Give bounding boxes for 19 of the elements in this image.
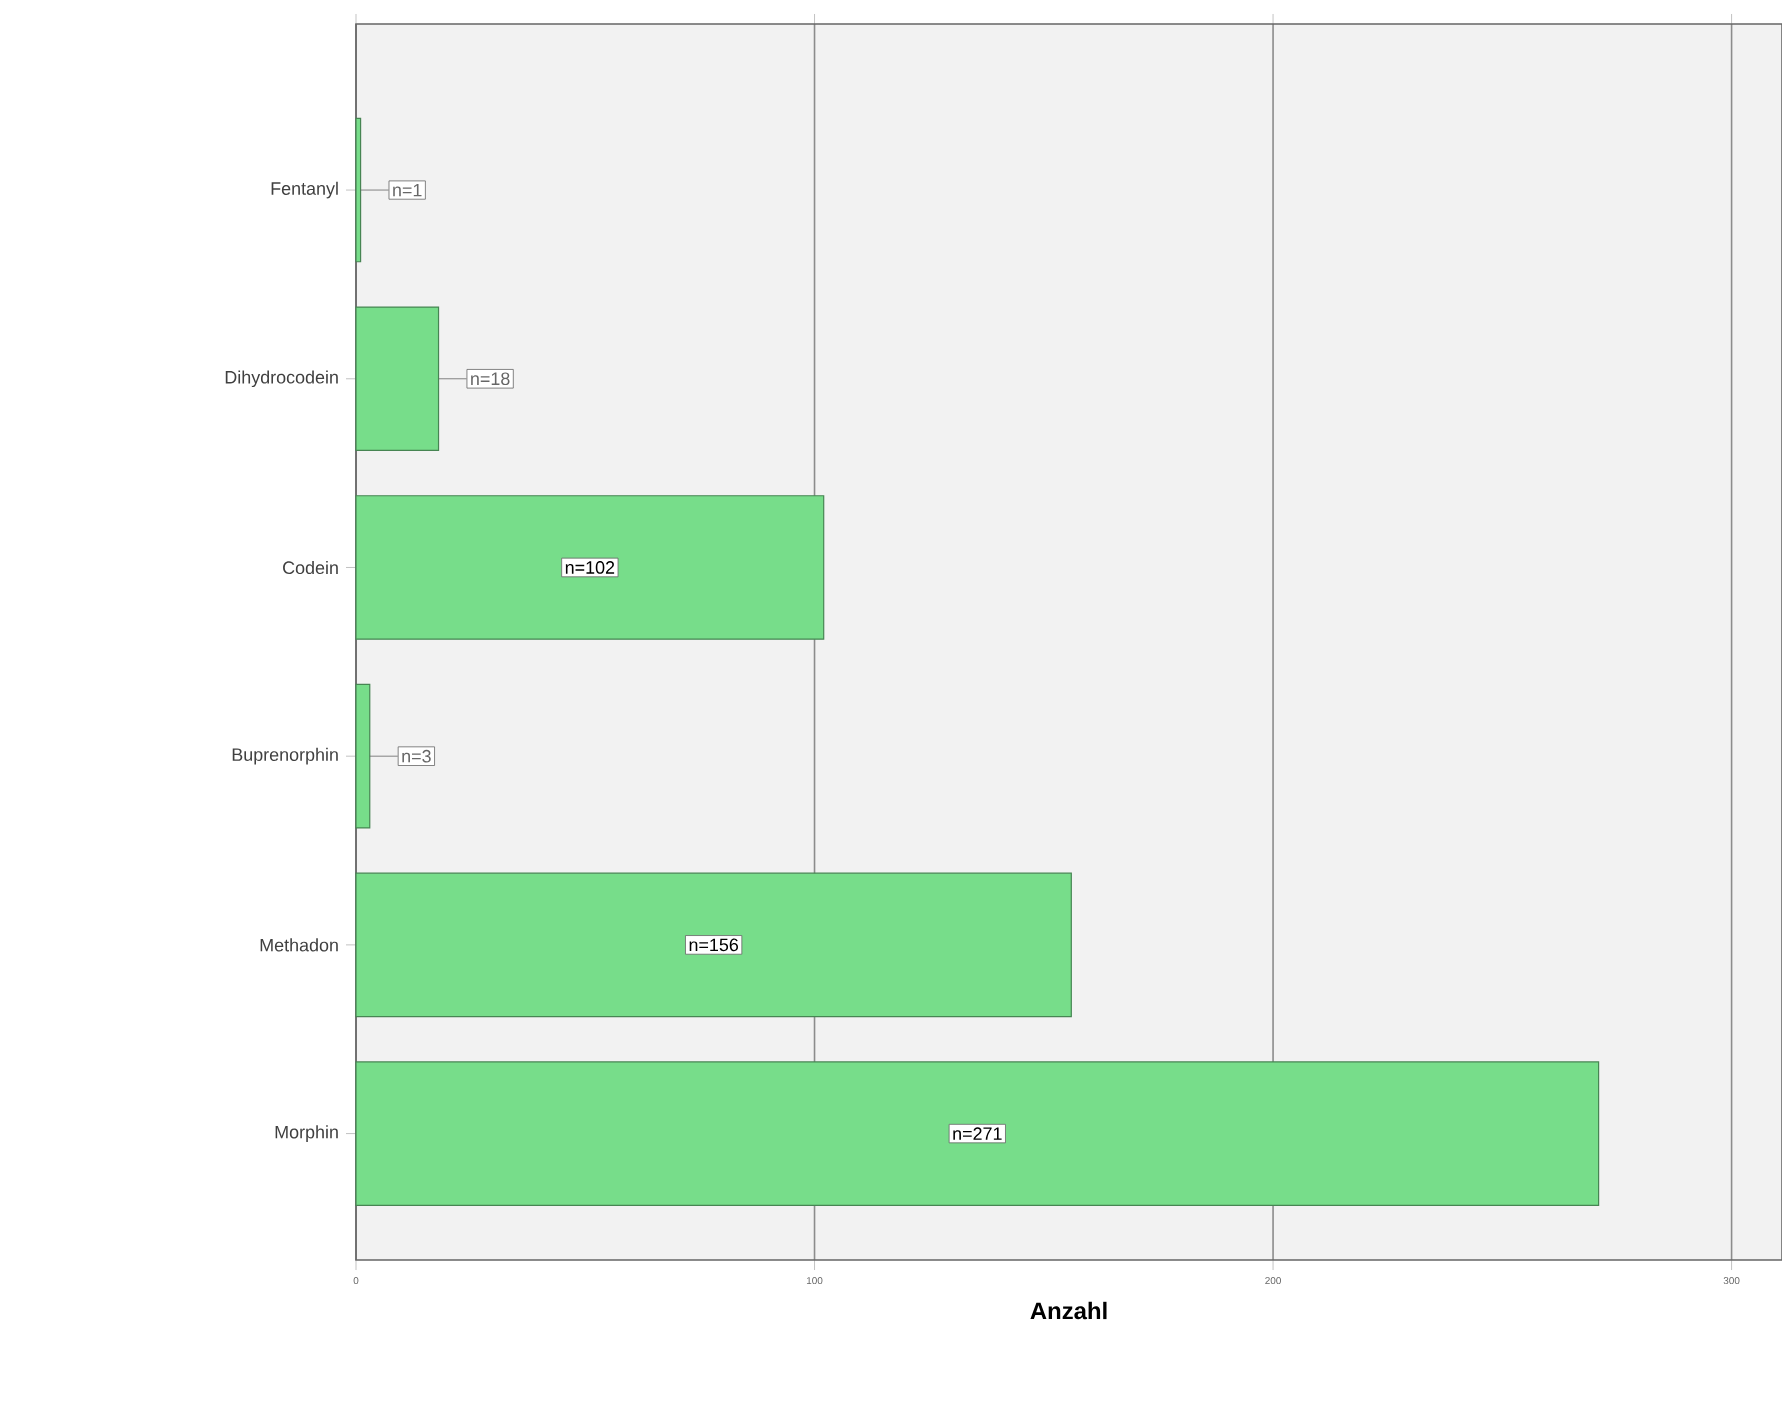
y-tick-label: Morphin [275,1125,338,1142]
data-label: n=156 [689,938,739,952]
bar [355,495,825,640]
bar [355,1061,1600,1206]
y-tick-label: Methadon [260,938,338,952]
data-label: n=1 [393,183,422,197]
y-tick-label: Codein [283,560,338,575]
y-tick-label: Dihydrocodein [225,370,338,388]
y-tick-label: Buprenorphin [232,747,338,765]
bar [355,306,440,452]
data-label: n=271 [953,1127,1002,1140]
bar [355,117,362,263]
data-label: n=18 [471,372,510,386]
bar [355,872,1072,1018]
x-axis-title: Anzahl [1030,1301,1107,1320]
data-label: n=102 [565,561,615,574]
y-tick-label: Fentanyl [271,181,338,199]
bar [355,683,371,829]
data-label: n=3 [402,749,431,763]
